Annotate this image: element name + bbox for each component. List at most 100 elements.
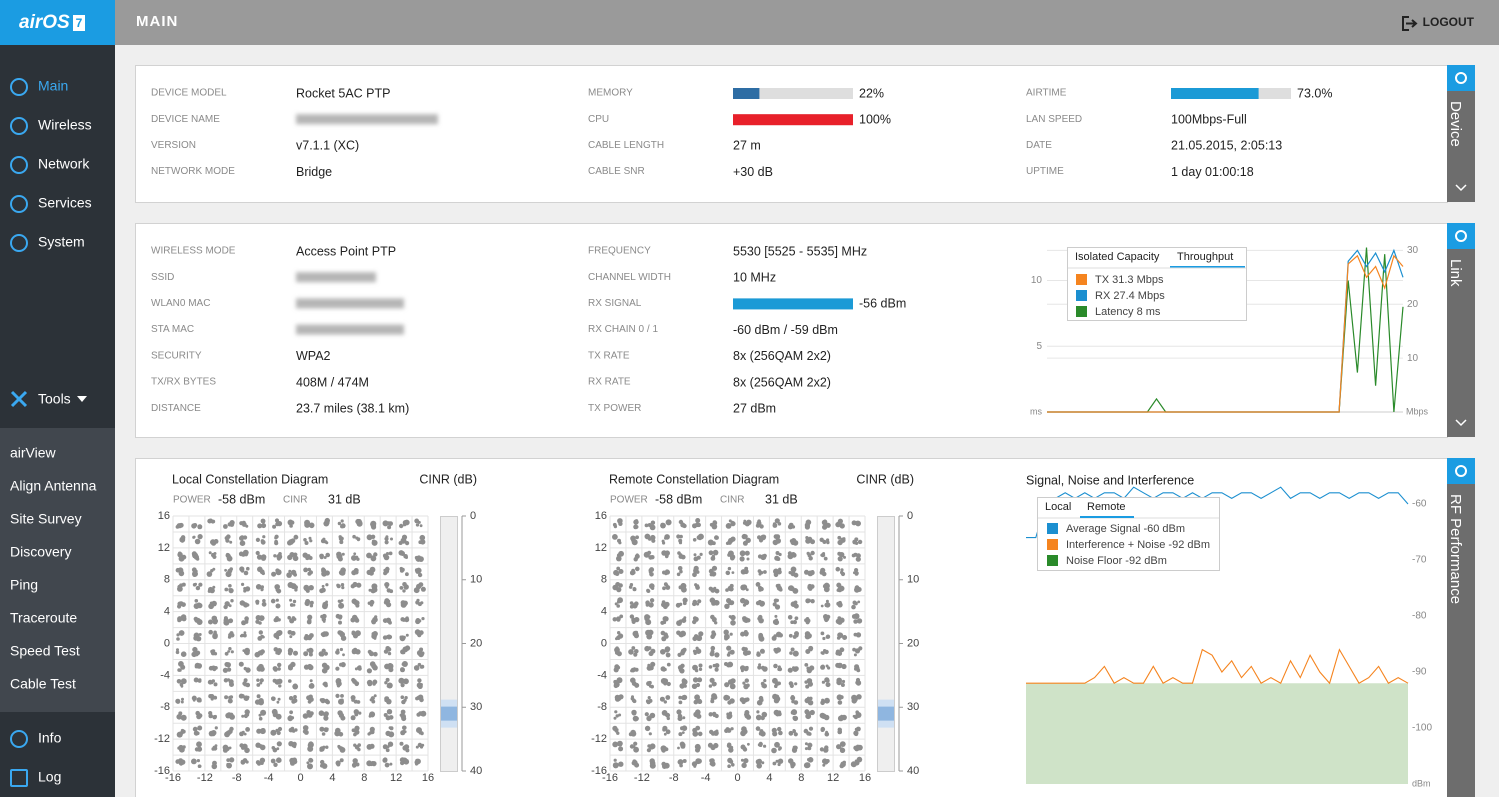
constellation-blob <box>384 663 390 670</box>
constellation-blob <box>633 524 638 530</box>
field-value: 5530 [5525 - 5535] MHz <box>733 244 867 258</box>
constellation-blob <box>820 604 824 608</box>
logout[interactable]: LOGOUT <box>1423 15 1475 29</box>
constellation-blob <box>682 759 687 763</box>
constellation-blob <box>695 682 701 688</box>
gauge-tick-label: 10 <box>907 574 919 586</box>
submenu-item[interactable]: Align Antenna <box>10 478 97 494</box>
constellation-blob <box>384 762 390 768</box>
constellation-blob <box>714 667 719 672</box>
constellation-blob <box>418 540 423 545</box>
constellation-blob <box>293 650 298 656</box>
constellation-blob <box>371 619 376 624</box>
constellation-blob <box>727 550 734 557</box>
constellation-blob <box>739 556 745 562</box>
constellation-blob <box>356 537 361 541</box>
constellation-blob <box>666 716 670 721</box>
constellation-blob <box>246 566 250 571</box>
constellation-blob <box>708 712 713 717</box>
field-value: 8x (256QAM 2x2) <box>733 349 831 363</box>
submenu-item[interactable]: Site Survey <box>10 511 82 527</box>
constellation-blob <box>259 728 264 734</box>
legend-tab[interactable]: Remote <box>1087 501 1126 513</box>
constellation-blob <box>854 732 859 737</box>
constellation-blob <box>373 694 377 698</box>
gauge-tick-label: 0 <box>470 510 476 522</box>
constellation-blob <box>262 599 266 603</box>
constellation-blob <box>240 568 245 573</box>
constellation-blob <box>389 589 394 594</box>
constellation-blob <box>371 744 375 748</box>
constellation-blob <box>631 619 636 625</box>
constellation-blob <box>617 518 623 524</box>
side-tab <box>1447 223 1475 437</box>
constellation-blob <box>821 651 825 655</box>
submenu-item[interactable]: Ping <box>10 577 38 593</box>
constellation-blob <box>244 647 251 654</box>
constellation-blob <box>646 589 651 593</box>
constellation-blob <box>794 682 798 686</box>
constellation-blob <box>792 715 799 722</box>
constellation-blob <box>415 523 420 527</box>
nav-item[interactable]: Wireless <box>38 117 92 133</box>
constellation-blob <box>198 679 202 683</box>
submenu-item[interactable]: Discovery <box>10 544 71 560</box>
field-label: CHANNEL WIDTH <box>588 272 671 283</box>
constellation-blob <box>617 631 621 635</box>
constellation-blob <box>175 650 180 655</box>
constellation-blob <box>320 759 325 765</box>
nav-item[interactable]: Services <box>38 195 92 211</box>
nav-item[interactable]: System <box>38 234 85 250</box>
legend-tab[interactable]: Isolated Capacity <box>1075 251 1160 263</box>
nav-item[interactable]: Network <box>38 156 90 172</box>
constellation-blob <box>616 677 623 684</box>
tools-menu[interactable]: Tools <box>38 391 71 407</box>
side-tab-label[interactable]: Device <box>1447 101 1464 147</box>
constellation-blob <box>662 668 666 672</box>
constellation-blob <box>261 601 267 607</box>
constellation-blob <box>303 651 309 657</box>
constellation-blob <box>676 709 682 715</box>
side-tab-icon <box>1447 223 1475 249</box>
constellation-blob <box>337 630 343 635</box>
constellation-blob <box>336 583 340 587</box>
constellation-blob <box>649 583 655 589</box>
constellation-blob <box>319 555 324 560</box>
constellation-blob <box>746 683 750 688</box>
constellation-blob <box>368 570 374 576</box>
y-tick-label: -60 <box>1412 499 1427 510</box>
constellation-blob <box>419 745 424 749</box>
constellation-blob <box>337 556 343 562</box>
side-tab-label[interactable]: RF Performance <box>1447 494 1464 604</box>
field-label: SSID <box>151 272 174 283</box>
submenu-item[interactable]: Speed Test <box>10 643 80 659</box>
constellation-blob <box>354 729 360 735</box>
constellation-blob <box>180 759 186 765</box>
side-tab-label[interactable]: Link <box>1447 259 1464 287</box>
constellation-blob <box>649 712 656 719</box>
constellation-blob <box>649 762 656 769</box>
field-label: LAN SPEED <box>1026 114 1082 125</box>
submenu-item[interactable]: Cable Test <box>10 676 76 692</box>
submenu-item[interactable]: airView <box>10 445 57 461</box>
constellation-blob <box>726 728 732 733</box>
nav-item[interactable]: Main <box>38 78 68 94</box>
gauge-title: CINR (dB) <box>419 472 477 486</box>
constellation-blob <box>277 726 283 732</box>
constellation-blob <box>789 525 793 529</box>
constellation-blob <box>366 552 372 559</box>
constellation-blob <box>227 698 233 704</box>
constellation-blob <box>272 524 277 529</box>
constellation-blob <box>773 663 778 669</box>
legend-tab[interactable]: Local <box>1045 501 1071 513</box>
constellation-blob <box>826 540 830 545</box>
bottom-item[interactable]: Log <box>38 769 61 785</box>
bottom-item[interactable]: Info <box>38 730 62 746</box>
constellation-blob <box>761 534 767 540</box>
field-label: MEMORY <box>588 88 633 99</box>
cinr-band <box>441 706 457 721</box>
constellation-blob <box>258 713 262 717</box>
submenu-item[interactable]: Traceroute <box>10 610 77 626</box>
y-tick-label: -16 <box>154 765 170 777</box>
legend-tab[interactable]: Throughput <box>1177 251 1233 263</box>
